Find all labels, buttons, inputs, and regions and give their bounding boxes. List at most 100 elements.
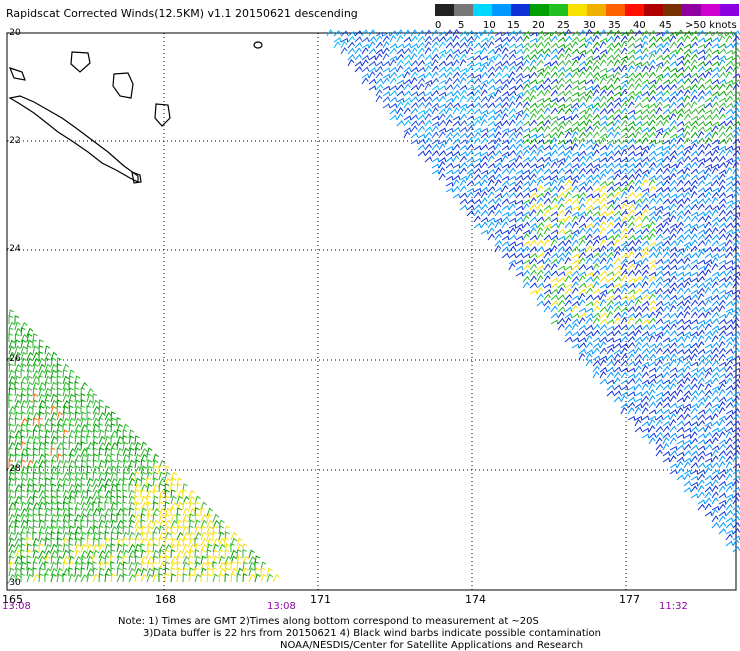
legend-swatch: [435, 4, 454, 16]
wind-barb: [26, 567, 33, 577]
wind-barb: [445, 156, 454, 163]
wind-barb: [711, 121, 720, 127]
wind-barb: [50, 375, 56, 385]
wind-barb: [592, 157, 601, 163]
wind-barb: [634, 371, 643, 379]
wind-barb: [669, 72, 678, 79]
wind-barb: [599, 378, 608, 385]
wind-barb: [690, 239, 698, 247]
wind-barb: [56, 471, 63, 481]
wind-barb: [92, 399, 100, 409]
wind-barb: [550, 174, 559, 181]
wind-barb: [92, 489, 100, 499]
wind-barb: [20, 477, 27, 487]
wind-barb: [368, 36, 377, 43]
wind-barb: [704, 474, 713, 481]
wind-barb: [683, 420, 692, 427]
wind-barb: [445, 162, 454, 169]
wind-barb: [592, 221, 600, 229]
wind-barb: [676, 198, 685, 205]
wind-barb: [725, 300, 734, 307]
wind-barb: [690, 361, 699, 367]
wind-barb: [104, 531, 110, 541]
wind-barb: [445, 107, 453, 115]
wind-barb: [466, 125, 474, 133]
wind-barb: [134, 513, 142, 523]
wind-barb: [620, 157, 629, 163]
wind-barb: [634, 115, 643, 121]
wind-barb: [50, 525, 57, 535]
wind-barb: [480, 221, 488, 229]
wind-barb: [515, 223, 524, 229]
wind-barb: [669, 367, 678, 373]
wind-barb: [536, 269, 544, 277]
wind-barb: [613, 245, 622, 253]
wind-barb: [200, 561, 208, 571]
wind-barb: [620, 406, 628, 415]
wind-barb: [599, 144, 608, 151]
wind-barb: [128, 447, 135, 457]
wind-barb: [592, 179, 600, 187]
wind-barb: [599, 133, 608, 139]
wind-barb: [473, 119, 481, 127]
wind-barb: [431, 169, 440, 175]
wind-barb: [732, 317, 740, 325]
wind-barb: [515, 29, 523, 37]
wind-barb: [44, 477, 51, 487]
wind-barb: [599, 125, 608, 133]
wind-barb: [662, 319, 671, 325]
wind-barb: [536, 144, 545, 151]
wind-barb: [662, 379, 671, 385]
wind-barb: [725, 95, 733, 103]
wind-barb: [683, 191, 691, 199]
wind-barb: [68, 483, 76, 493]
wind-barb: [718, 388, 726, 397]
wind-barb: [550, 277, 559, 283]
wind-barb: [690, 462, 699, 469]
wind-barb: [473, 157, 482, 163]
wind-barb: [690, 41, 698, 49]
wind-barb: [683, 48, 692, 55]
wind-barb: [403, 60, 412, 67]
wind-barb: [697, 413, 706, 421]
wind-barb: [585, 186, 594, 193]
wind-barb: [711, 353, 719, 361]
wind-barb: [116, 465, 122, 475]
wind-barb: [529, 88, 537, 97]
wind-barb: [218, 543, 226, 553]
wind-barb: [641, 269, 649, 277]
wind-barb: [578, 282, 587, 289]
wind-barb: [218, 555, 225, 565]
wind-barb: [550, 136, 558, 145]
wind-barb: [697, 445, 706, 451]
wind-barb: [536, 286, 544, 295]
wind-barb: [410, 71, 418, 79]
wind-barb: [50, 417, 57, 427]
wind-barb: [725, 251, 733, 259]
note-line-2: 3)Data buffer is 22 hrs from 20150621 4)…: [143, 628, 601, 639]
wind-barb: [236, 543, 244, 553]
wind-barb: [599, 215, 607, 223]
wind-barb: [104, 417, 112, 427]
wind-barb: [375, 65, 384, 73]
wind-barb: [375, 78, 384, 85]
wind-barb: [613, 329, 622, 337]
wind-barb: [68, 405, 74, 415]
wind-barb: [32, 543, 39, 553]
wind-barb: [158, 471, 165, 481]
wind-barb: [389, 96, 398, 103]
wind-barb: [613, 353, 621, 361]
wind-barb: [80, 567, 86, 577]
wind-barb: [80, 519, 85, 529]
wind-barb: [627, 288, 636, 295]
wind-barb: [676, 247, 685, 253]
wind-barb: [711, 149, 719, 157]
wind-barb: [655, 265, 664, 271]
legend-label: 35: [608, 20, 621, 31]
wind-barb: [718, 401, 726, 409]
wind-barb: [508, 259, 517, 265]
wind-barb: [431, 121, 440, 127]
wind-barb: [543, 36, 552, 43]
wind-barb: [98, 561, 105, 571]
wind-barb: [32, 501, 40, 511]
